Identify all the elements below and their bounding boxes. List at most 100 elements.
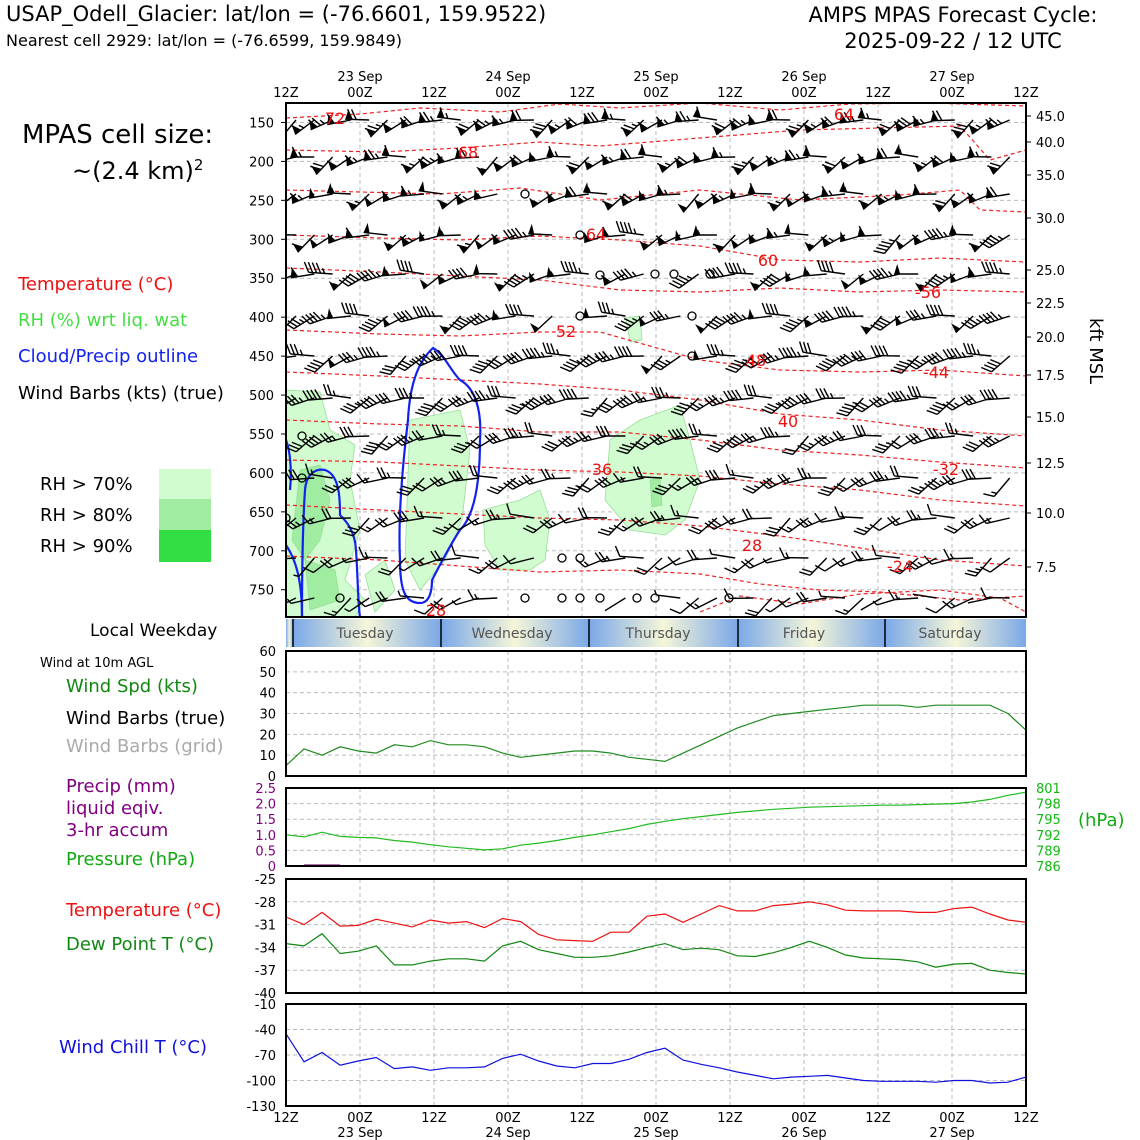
wind-barb: [326, 308, 351, 320]
barb-flag: [583, 182, 590, 193]
wind-barb: [473, 188, 498, 201]
y-tick-label: -40: [255, 1024, 276, 1039]
barb-full: [961, 469, 969, 480]
wind-barb: [868, 267, 901, 281]
barb-full: [872, 397, 882, 407]
wind-barb: [430, 597, 462, 611]
barb-full: [870, 345, 877, 356]
barb-full: [927, 354, 937, 364]
barb-full: [548, 145, 555, 157]
barb-full: [965, 443, 977, 450]
barb-half: [775, 402, 782, 407]
wind-barb-true: [465, 705, 484, 736]
barb-half: [631, 123, 638, 127]
barb-staff: [626, 435, 645, 455]
barb-staff: [585, 714, 593, 737]
barb-full: [562, 363, 574, 370]
wind-barb: [418, 111, 443, 124]
barb-full: [991, 388, 999, 400]
barb-staff: [385, 435, 407, 451]
barb-staff: [989, 557, 1011, 573]
barb-half: [762, 558, 768, 564]
barb-full: [488, 433, 498, 443]
barb-full: [322, 723, 333, 731]
wind-barb: [595, 425, 626, 437]
barb-flag: [785, 196, 794, 207]
wind-barb: [979, 234, 1011, 249]
calm-wind-marker: [520, 593, 530, 603]
barb-full: [369, 346, 377, 357]
wind-barb: [675, 229, 699, 242]
barb-half: [872, 600, 878, 606]
barb-full: [430, 723, 441, 731]
barb-full: [376, 723, 387, 731]
barb-full: [931, 478, 942, 487]
barb-full: [312, 311, 322, 321]
wind-barb: [411, 557, 443, 567]
barb-half: [274, 602, 278, 608]
barb-full: [851, 405, 863, 413]
barb-full: [824, 260, 830, 272]
barb-full: [930, 156, 940, 165]
wind-barb: [686, 397, 718, 412]
barb-full: [912, 115, 921, 125]
barb-full: [456, 442, 468, 448]
barb-full: [580, 413, 592, 418]
barb-staff: [400, 193, 425, 197]
wind-barb: [286, 119, 297, 139]
barb-full: [895, 391, 903, 401]
temperature-contour-label: -32: [933, 460, 959, 479]
barb-half: [278, 402, 283, 408]
barb-flag: [802, 265, 809, 277]
barb-half: [443, 526, 450, 530]
barb-full: [970, 343, 977, 355]
barb-full: [821, 360, 833, 367]
barb-full: [800, 442, 812, 449]
barb-full: [905, 435, 915, 445]
wind-barb: [562, 477, 590, 497]
barb-full: [869, 523, 880, 531]
cloud-outline: [286, 544, 304, 617]
barb-staff: [476, 708, 484, 731]
barb-half: [633, 228, 637, 235]
barb-full: [521, 723, 532, 731]
barb-full: [510, 478, 521, 487]
wind-barb: [546, 266, 571, 278]
barb-full: [594, 352, 603, 363]
barb-full: [434, 550, 442, 561]
wind-barb: [784, 149, 809, 162]
barb-half: [851, 355, 857, 360]
kft-tick-label: 12.5: [1036, 457, 1065, 472]
barb-full: [708, 520, 718, 528]
barb-half: [419, 511, 424, 517]
barb-full: [311, 117, 322, 126]
barb-full: [802, 191, 812, 201]
barb-full: [305, 438, 316, 446]
barb-full: [412, 484, 423, 492]
barb-full: [708, 268, 717, 278]
barb-full: [473, 314, 483, 323]
wind-barb: [638, 144, 663, 158]
barb-flag: [400, 185, 407, 197]
barb-full: [307, 364, 318, 371]
calm-wind-marker: [557, 593, 567, 603]
barb-staff: [494, 714, 502, 737]
barb-full: [367, 124, 379, 130]
barb-full: [435, 527, 447, 533]
wind-barb: [322, 383, 351, 399]
barb-staff: [546, 155, 571, 158]
barb-full: [708, 469, 716, 481]
barb-half: [919, 486, 925, 490]
wind-barb: [887, 589, 919, 601]
barb-full: [655, 487, 667, 493]
pressure-tick-label: 150: [249, 116, 274, 131]
wind-barb: [869, 470, 900, 483]
wind-barb: [323, 597, 352, 617]
wind-barb: [887, 390, 919, 403]
barb-full: [449, 723, 460, 731]
barb-full: [503, 280, 515, 288]
barb-staff: [773, 517, 791, 537]
barb-half: [551, 520, 557, 526]
barb-flag: [493, 282, 504, 292]
barb-full: [433, 350, 442, 361]
